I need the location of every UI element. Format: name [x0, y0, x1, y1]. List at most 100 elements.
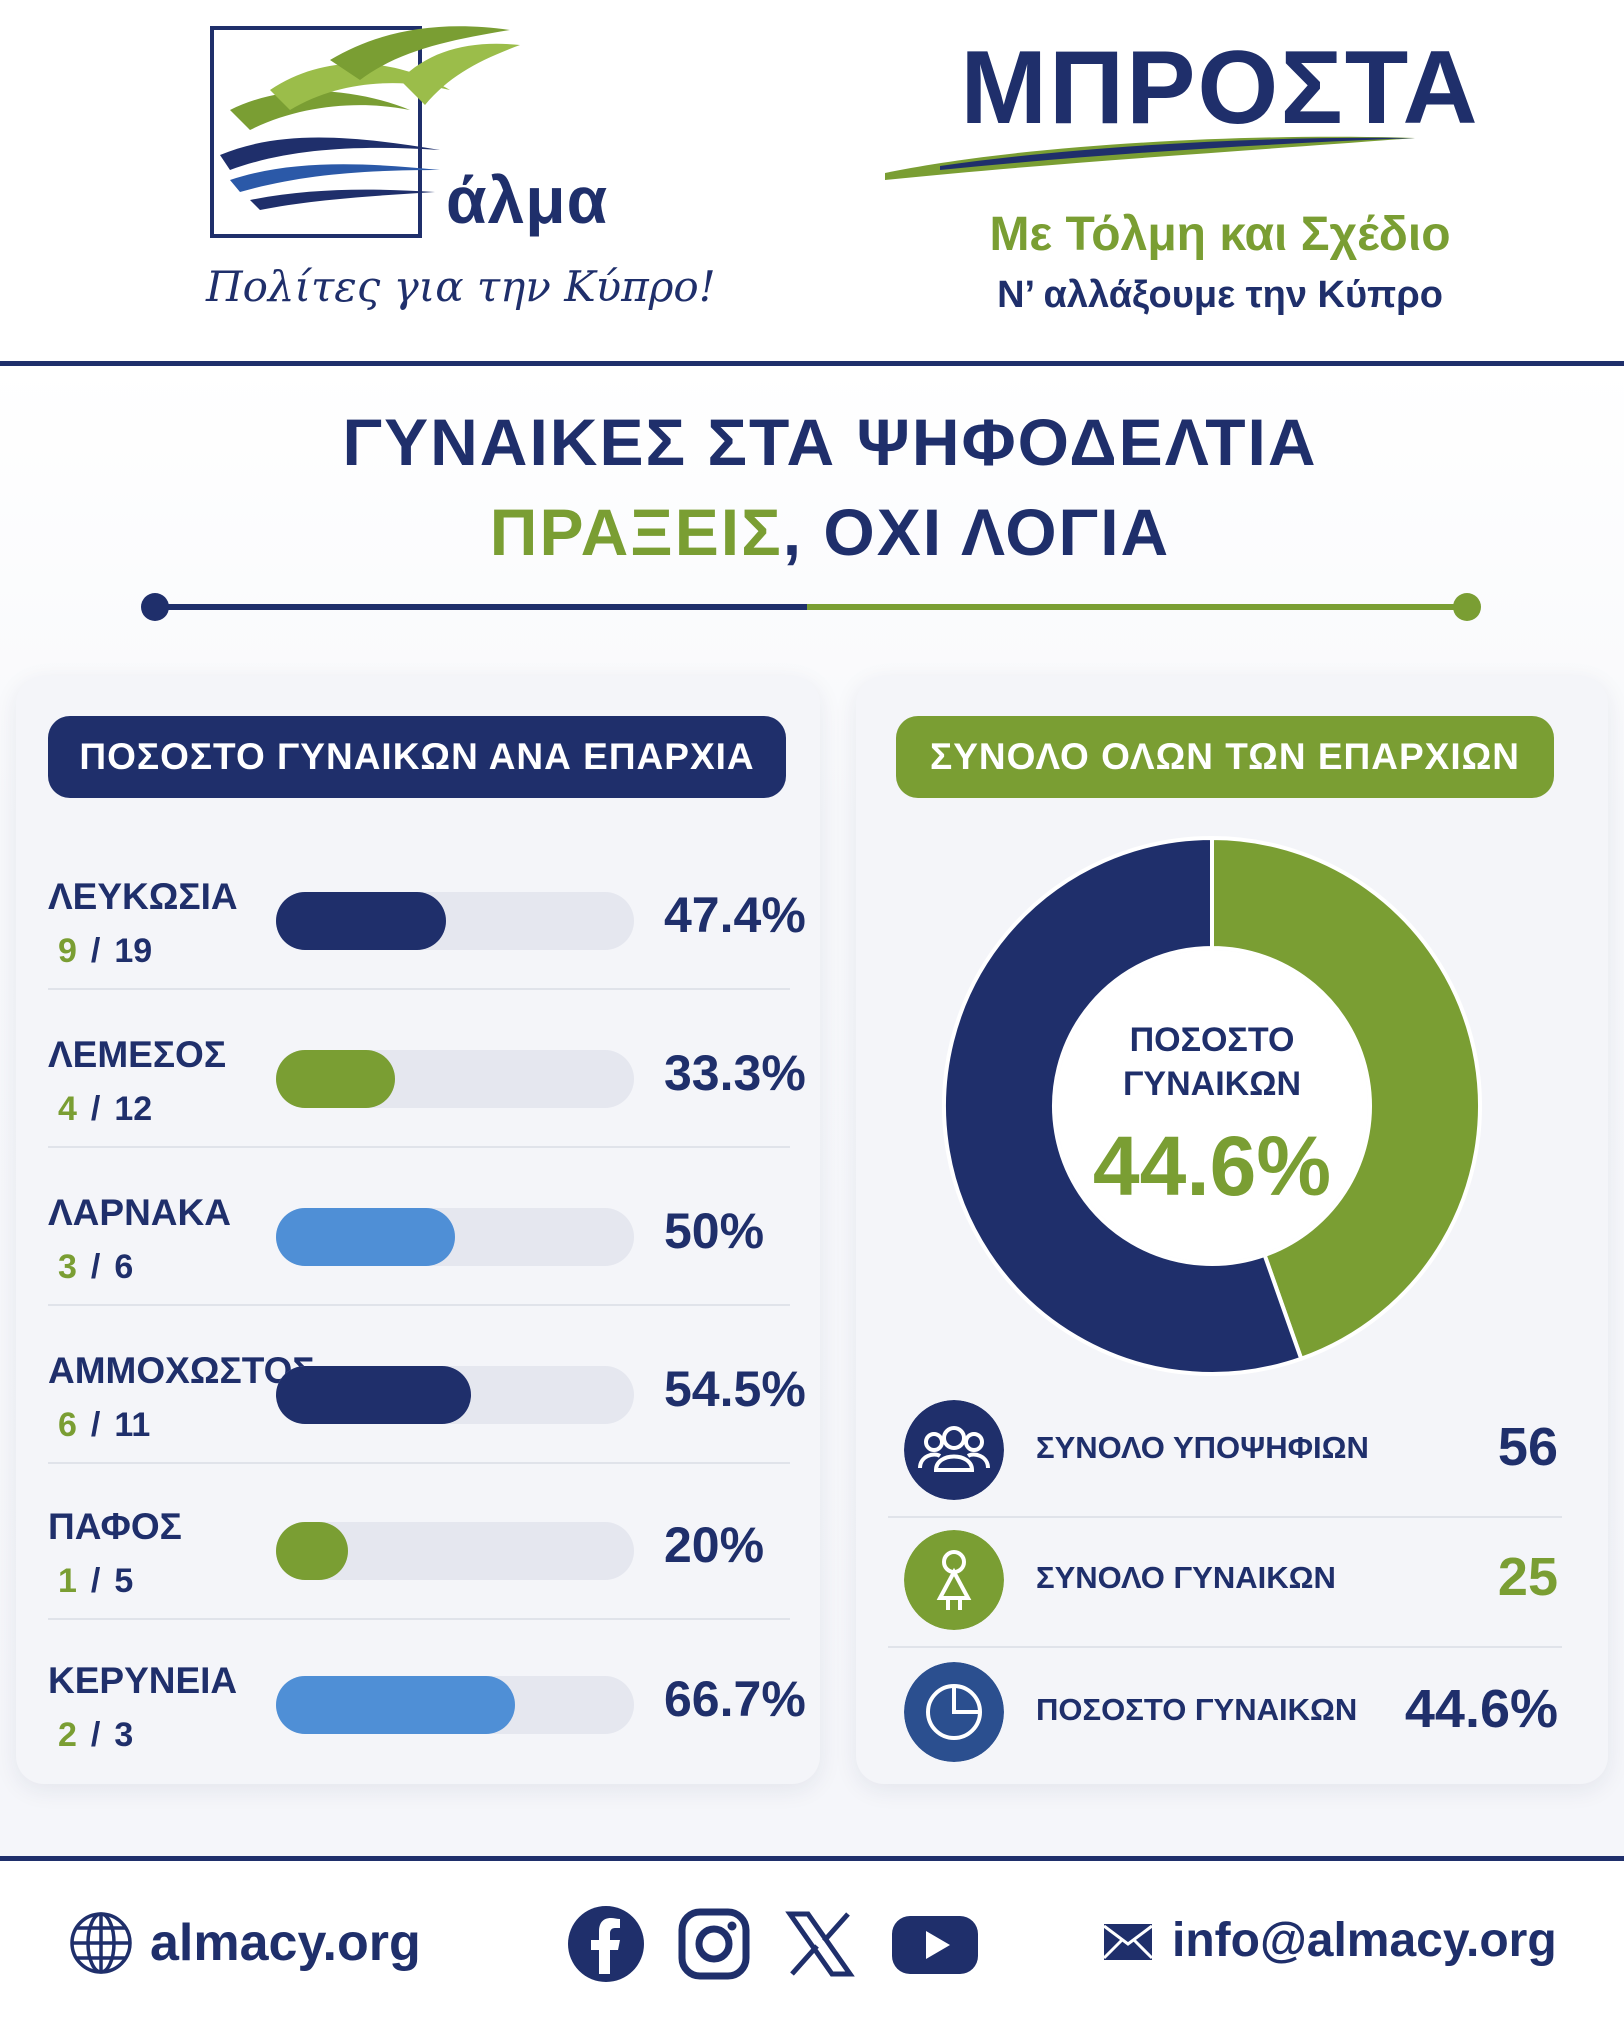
district-name: ΛΑΡΝΑΚΑ	[48, 1192, 231, 1233]
district-fraction: 1 / 5	[58, 1562, 133, 1601]
fraction-separator: /	[90, 1090, 101, 1128]
bar-track	[276, 1208, 634, 1266]
women-count: 3	[58, 1248, 77, 1286]
women-count: 9	[58, 932, 77, 970]
bar-track	[276, 1522, 634, 1580]
district-panel-heading: ΠΟΣΟΣΤΟ ΓΥΝΑΙΚΩΝ ΑΝΑ ΕΠΑΡΧΙΑ	[48, 716, 786, 798]
stat-value: 56	[1497, 1417, 1558, 1477]
district-fraction: 3 / 6	[58, 1248, 133, 1287]
swoosh-icon	[885, 136, 1415, 180]
total-count: 6	[114, 1248, 134, 1286]
women-count: 2	[58, 1716, 77, 1754]
row-divider	[48, 1462, 790, 1464]
district-row: ΑΜΜΟΧΩΣΤΟΣ 6 / 11 54.5%	[48, 1350, 806, 1508]
total-count: 12	[114, 1090, 153, 1128]
stat-total-women: ΣΥΝΟΛΟ ΓΥΝΑΙΚΩΝ 25	[888, 1520, 1582, 1648]
fraction-separator: /	[90, 932, 101, 970]
website-link[interactable]: almacy.org	[150, 1914, 421, 1972]
district-name: ΛΕΜΕΣΟΣ	[48, 1034, 227, 1075]
total-count: 3	[114, 1716, 134, 1754]
district-name: ΠΑΦΟΣ	[48, 1506, 182, 1547]
divider-dot-right	[1453, 593, 1481, 621]
alma-logo-icon	[220, 26, 520, 210]
bar-fill	[276, 1366, 471, 1424]
bar-fill	[276, 892, 446, 950]
row-divider	[48, 988, 790, 990]
globe-icon	[70, 1912, 132, 1974]
district-name: ΛΕΥΚΩΣΙΑ	[48, 876, 238, 917]
subtitle-highlight: ΠΡΑΞΕΙΣ	[489, 495, 783, 569]
total-count: 11	[114, 1406, 151, 1444]
district-percentage: 20%	[664, 1517, 765, 1573]
women-count: 1	[58, 1562, 77, 1600]
stat-total-candidates: ΣΥΝΟΛΟ ΥΠΟΨΗΦΙΩΝ 56	[888, 1390, 1582, 1518]
mail-icon	[1102, 1924, 1154, 1960]
bar-fill	[276, 1676, 515, 1734]
fraction-separator: /	[90, 1248, 101, 1286]
facebook-icon[interactable]	[566, 1904, 646, 1984]
logo-wordmark: άλμα	[442, 160, 613, 240]
donut-hole	[1056, 950, 1368, 1262]
row-divider	[48, 1146, 790, 1148]
district-name: ΑΜΜΟΧΩΣΤΟΣ	[48, 1350, 315, 1391]
title-divider-right	[807, 604, 1467, 610]
group-icon	[904, 1400, 1004, 1500]
donut-slice-women	[1210, 836, 1482, 1362]
women-count: 6	[58, 1406, 77, 1444]
stat-value: 25	[1497, 1547, 1558, 1607]
brand-tagline: Ν’ αλλάξουμε την Κύπρο	[997, 274, 1443, 316]
district-fraction: 9 / 19	[58, 932, 152, 971]
district-fraction: 2 / 3	[58, 1716, 133, 1755]
x-icon[interactable]	[780, 1904, 860, 1984]
stat-value: 44.6%	[1404, 1679, 1558, 1739]
page-subtitle: ΠΡΑΞΕΙΣ, ΟΧΙ ΛΟΓΙΑ	[0, 490, 1624, 574]
fraction-separator: /	[90, 1406, 101, 1444]
district-percentage: 47.4%	[664, 887, 806, 943]
district-percentage: 33.3%	[664, 1045, 806, 1101]
donut-value: 44.6%	[1092, 1119, 1332, 1213]
woman-icon	[904, 1530, 1004, 1630]
donut-slice-men	[942, 836, 1304, 1376]
district-percentage: 54.5%	[664, 1361, 806, 1417]
fraction-separator: /	[90, 1716, 101, 1754]
pie-icon	[904, 1662, 1004, 1762]
row-divider	[48, 1618, 790, 1620]
row-divider	[48, 1304, 790, 1306]
email-link[interactable]: info@almacy.org	[1172, 1914, 1557, 1967]
district-row: ΛΕΥΚΩΣΙΑ 9 / 19 47.4%	[48, 876, 806, 1034]
subtitle-rest: , ΟΧΙ ΛΟΓΙΑ	[782, 495, 1171, 569]
bar-track	[276, 1366, 634, 1424]
header-divider	[0, 361, 1624, 366]
bar-fill	[276, 1522, 348, 1580]
bar-track	[276, 892, 634, 950]
title-divider-left	[155, 604, 807, 610]
district-fraction: 6 / 11	[58, 1406, 150, 1445]
district-row: ΚΕΡΥΝΕΙΑ 2 / 3 66.7%	[48, 1660, 806, 1818]
totals-panel-heading: ΣΥΝΟΛΟ ΟΛΩΝ ΤΩΝ ΕΠΑΡΧΙΩΝ	[896, 716, 1554, 798]
page-title: ΓΥΝΑΙΚΕΣ ΣΤΑ ΨΗΦΟΔΕΛΤΙΑ	[342, 405, 1318, 479]
district-row: ΛΕΜΕΣΟΣ 4 / 12 33.3%	[48, 1034, 806, 1192]
brand-subtitle: Με Τόλμη και Σχέδιο	[989, 208, 1451, 261]
stat-divider	[888, 1646, 1562, 1648]
logo-slogan: Πολίτες για την Κύπρο!	[206, 262, 716, 311]
bar-track	[276, 1050, 634, 1108]
donut-label-line2: ΓΥΝΑΙΚΩΝ	[1122, 1065, 1302, 1103]
brand-title: ΜΠΡΟΣΤΑ	[960, 30, 1480, 146]
district-fraction: 4 / 12	[58, 1090, 152, 1129]
women-count: 4	[58, 1090, 77, 1128]
fraction-separator: /	[90, 1562, 101, 1600]
total-count: 19	[114, 932, 153, 970]
bar-track	[276, 1676, 634, 1734]
bar-fill	[276, 1208, 455, 1266]
women-share-donut	[942, 836, 1482, 1376]
donut-label-line1: ΠΟΣΟΣΤΟ	[1129, 1021, 1295, 1059]
total-count: 5	[114, 1562, 134, 1600]
youtube-icon[interactable]	[890, 1904, 980, 1984]
district-row: ΠΑΦΟΣ 1 / 5 20%	[48, 1506, 790, 1664]
instagram-icon[interactable]	[674, 1904, 754, 1984]
district-name: ΚΕΡΥΝΕΙΑ	[48, 1660, 238, 1701]
district-percentage: 50%	[664, 1203, 765, 1259]
stat-label: ΣΥΝΟΛΟ ΓΥΝΑΙΚΩΝ	[1036, 1560, 1336, 1595]
district-percentage: 66.7%	[664, 1671, 806, 1727]
district-row: ΛΑΡΝΑΚΑ 3 / 6 50%	[48, 1192, 790, 1350]
